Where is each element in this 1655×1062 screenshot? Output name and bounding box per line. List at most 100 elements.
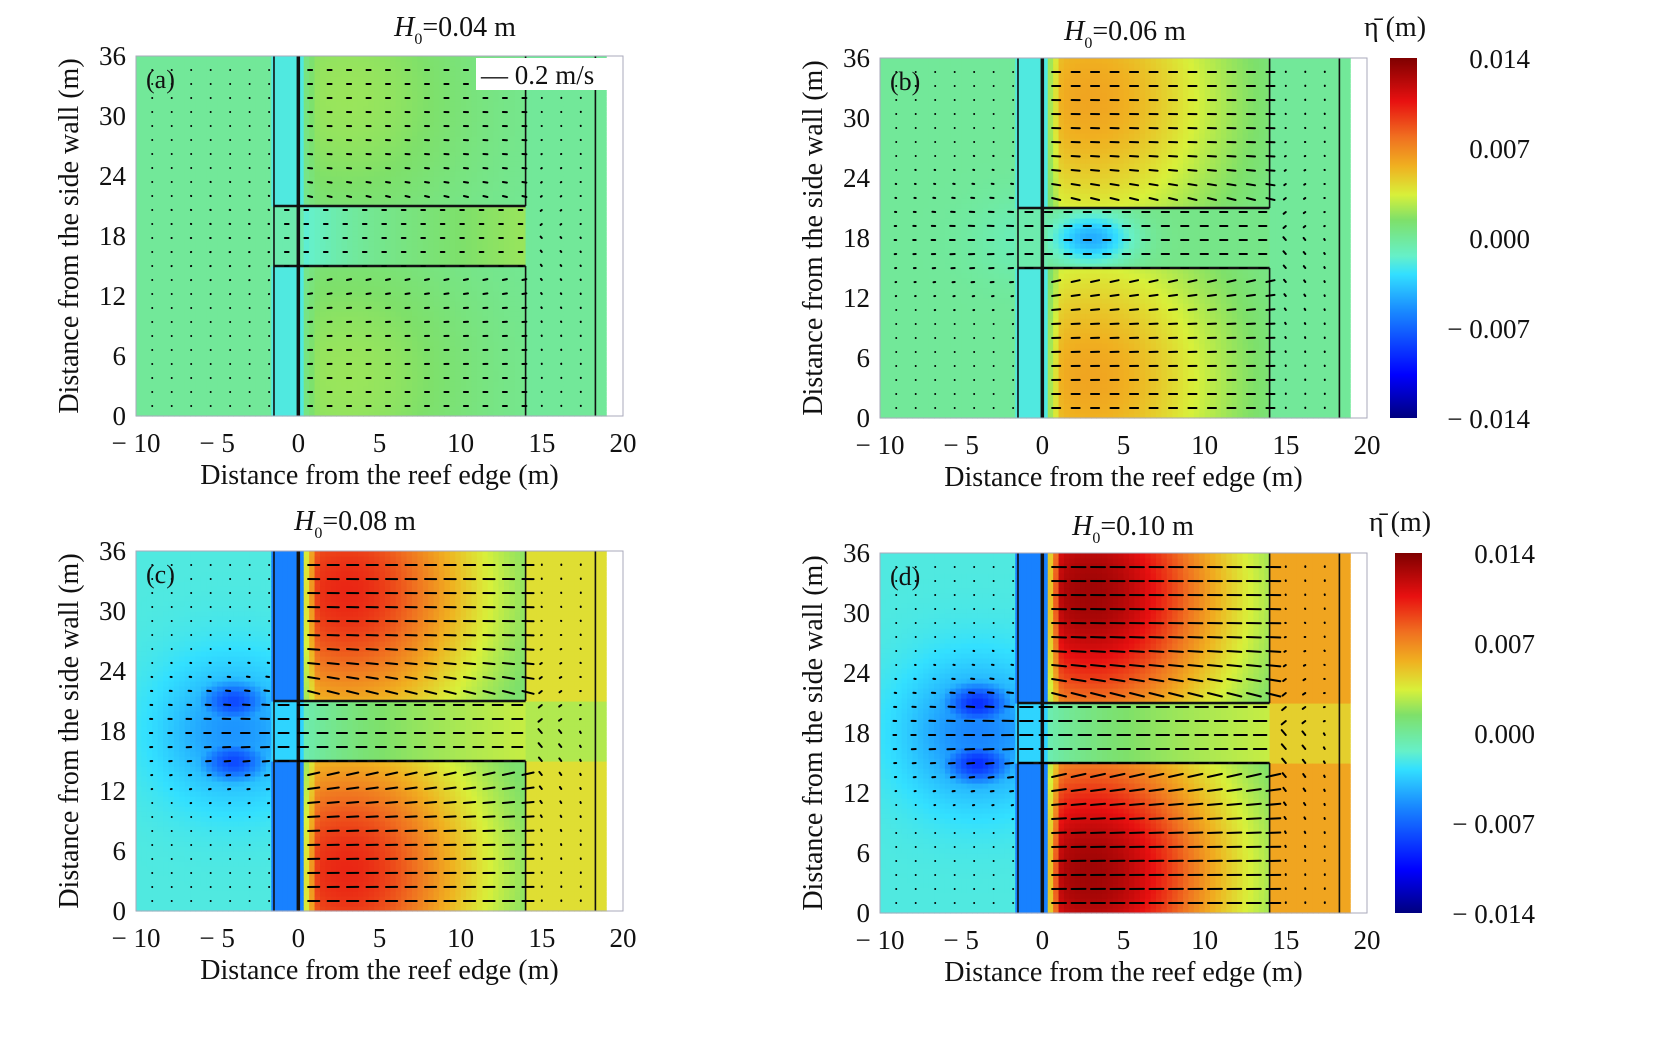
eta-cell <box>390 211 397 217</box>
eta-cell <box>233 121 240 127</box>
eta-cell <box>168 86 175 92</box>
eta-cell <box>314 71 321 77</box>
eta-cell <box>287 356 294 362</box>
eta-cell <box>439 196 446 202</box>
eta-cell <box>503 271 510 277</box>
eta-cell <box>411 231 418 237</box>
eta-cell <box>136 186 143 192</box>
eta-cell <box>428 101 435 107</box>
eta-cell <box>368 171 375 177</box>
eta-cell <box>449 211 456 217</box>
eta-cell <box>152 81 159 87</box>
eta-cell <box>395 341 402 347</box>
eta-cell <box>276 351 283 357</box>
eta-cell <box>493 91 500 97</box>
eta-cell <box>255 236 262 242</box>
eta-cell <box>238 296 245 302</box>
eta-cell <box>141 316 148 322</box>
eta-cell <box>255 156 262 162</box>
eta-cell <box>411 286 418 292</box>
eta-cell <box>341 186 348 192</box>
eta-cell <box>352 196 359 202</box>
eta-cell <box>152 301 159 307</box>
eta-cell <box>287 126 294 132</box>
eta-cell <box>433 216 440 222</box>
eta-cell <box>347 371 354 377</box>
eta-cell <box>411 116 418 122</box>
eta-cell <box>184 236 191 242</box>
eta-cell <box>444 141 451 147</box>
eta-cell <box>265 226 272 232</box>
eta-cell <box>330 326 337 332</box>
eta-cell <box>314 231 321 237</box>
eta-cell <box>363 271 370 277</box>
eta-cell <box>141 136 148 142</box>
eta-cell <box>357 341 364 347</box>
eta-cell <box>433 126 440 132</box>
eta-cell <box>173 131 180 137</box>
eta-cell <box>222 201 229 207</box>
eta-cell <box>222 211 229 217</box>
eta-cell <box>466 91 473 97</box>
eta-cell <box>449 161 456 167</box>
eta-cell <box>265 301 272 307</box>
eta-cell <box>206 126 213 132</box>
eta-cell <box>330 351 337 357</box>
eta-cell <box>238 401 245 407</box>
eta-cell <box>249 96 256 102</box>
eta-cell <box>449 236 456 242</box>
eta-cell <box>347 386 354 392</box>
eta-cell <box>319 336 326 342</box>
eta-cell <box>439 171 446 177</box>
eta-cell <box>347 401 354 407</box>
eta-cell <box>249 206 256 212</box>
eta-cell <box>482 126 489 132</box>
eta-cell <box>146 61 153 67</box>
eta-cell <box>471 101 478 107</box>
eta-cell <box>260 56 267 62</box>
eta-cell <box>509 396 516 402</box>
eta-cell <box>282 361 289 367</box>
eta-cell <box>287 141 294 147</box>
eta-cell <box>406 131 413 137</box>
eta-cell <box>195 141 202 147</box>
eta-cell <box>336 181 343 187</box>
eta-cell <box>374 126 381 132</box>
eta-cell <box>466 401 473 407</box>
eta-cell <box>244 76 251 82</box>
eta-cell <box>330 81 337 87</box>
eta-cell <box>222 141 229 147</box>
eta-cell <box>190 151 197 157</box>
eta-cell <box>314 331 321 337</box>
eta-cell <box>357 171 364 177</box>
eta-cell <box>449 146 456 152</box>
eta-cell <box>466 346 473 352</box>
eta-cell <box>487 181 494 187</box>
eta-cell <box>282 266 289 272</box>
eta-cell <box>173 251 180 257</box>
eta-cell <box>471 291 478 297</box>
eta-cell <box>298 256 305 262</box>
eta-cell <box>314 236 321 242</box>
eta-cell <box>406 331 413 337</box>
eta-cell <box>244 171 251 177</box>
eta-cell <box>357 296 364 302</box>
eta-cell <box>152 411 159 417</box>
eta-cell <box>379 56 386 62</box>
eta-cell <box>498 301 505 307</box>
eta-cell <box>460 61 467 67</box>
eta-cell <box>428 246 435 252</box>
eta-cell <box>455 161 462 167</box>
eta-cell <box>368 96 375 102</box>
eta-cell <box>260 61 267 67</box>
eta-cell <box>255 226 262 232</box>
eta-cell <box>314 216 321 222</box>
eta-cell <box>200 246 207 252</box>
eta-cell <box>466 211 473 217</box>
eta-cell <box>395 391 402 397</box>
eta-cell <box>303 306 310 312</box>
eta-cell <box>325 371 332 377</box>
eta-cell <box>476 226 483 232</box>
eta-cell <box>260 86 267 92</box>
eta-cell <box>444 286 451 292</box>
